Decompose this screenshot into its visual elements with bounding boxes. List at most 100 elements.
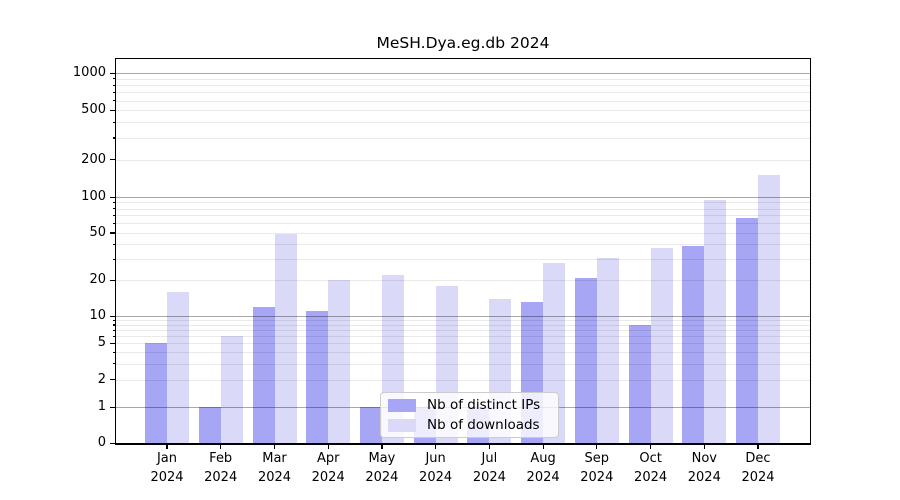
gridline-minor-8 [116,324,810,326]
y-tick-mark-20 [110,279,116,281]
x-tick-mark-may [381,445,383,449]
gridline-minor-700 [116,92,810,94]
y-tick-mark-200 [110,159,116,161]
x-tick-label-aug: Aug 2024 [511,450,575,487]
gridline-minor-7 [116,330,810,332]
y-tick-mark-0 [110,442,116,444]
x-tick-year: 2024 [687,469,721,485]
gridline-minor-200 [116,159,810,161]
y-tick-mark-minor-90 [112,201,116,204]
x-tick-mark-apr [327,445,329,449]
x-tick-label-may: May 2024 [350,450,414,487]
gridline-major-100 [116,197,810,198]
bar-downloads-jan [167,291,189,443]
bar-ips-dec [736,217,758,443]
y-tick-mark-minor-8 [112,324,116,326]
y-tick-mark-minor-600 [112,100,116,102]
x-tick-label-dec: Dec 2024 [726,450,790,487]
gridline-minor-6 [116,336,810,338]
x-tick-year: 2024 [580,469,614,485]
y-tick-mark-500 [110,109,116,112]
y-tick-mark-minor-700 [112,91,116,93]
chart-title: MeSH.Dya.eg.db 2024 [376,34,550,52]
x-tick-year: 2024 [311,469,345,485]
x-tick-month: Jun [425,451,446,466]
x-tick-label-jun: Jun 2024 [404,450,468,487]
x-tick-year: 2024 [365,469,399,485]
y-tick-label-1: 1 [97,399,106,414]
y-tick-mark-minor-80 [112,208,116,210]
x-tick-month: Jul [481,451,498,466]
gridline-minor-30 [116,259,810,261]
x-tick-mark-dec [757,445,759,449]
gridline-minor-20 [116,280,810,282]
y-tick-mark-minor-4 [112,351,116,353]
x-tick-mark-mar [273,445,276,449]
x-tick-mark-feb [220,445,222,449]
y-tick-mark-50 [110,232,116,234]
gridline-minor-9 [116,320,810,322]
x-tick-year: 2024 [257,469,292,485]
y-tick-label-1000: 1000 [72,65,106,80]
x-tick-mark-aug [542,445,544,449]
y-tick-mark-1000 [110,72,116,74]
x-tick-month: Sep [584,451,610,466]
x-tick-year: 2024 [741,469,775,485]
x-tick-year: 2024 [634,469,668,485]
y-tick-label-0: 0 [97,435,106,450]
gridline-minor-900 [116,78,810,80]
x-tick-mark-jan [166,445,168,449]
legend-swatch-downloads [388,418,416,432]
x-tick-month: Nov [691,451,717,466]
x-tick-month: Oct [639,451,662,466]
gridline-minor-80 [116,208,810,210]
x-tick-month: Mar [262,451,287,466]
gridline-minor-40 [116,244,810,246]
x-tick-label-nov: Nov 2024 [672,450,736,487]
bar-downloads-oct [650,248,673,443]
x-tick-mark-sep [596,445,598,449]
y-tick-mark-minor-40 [112,243,116,246]
legend-label-distinct-ips: Nb of distinct IPs [427,397,541,413]
y-tick-label-20: 20 [89,272,106,288]
legend-swatch-distinct-ips [388,398,416,412]
bar-ips-feb [198,407,221,443]
gridline-major-1000 [116,73,810,74]
x-tick-year: 2024 [150,469,184,485]
x-tick-mark-nov [703,445,705,449]
x-tick-mark-jul [488,445,491,449]
y-tick-mark-minor-3 [112,363,116,365]
gridline-major-10 [116,316,810,317]
y-tick-label-5: 5 [97,335,106,351]
bar-downloads-nov [704,199,727,443]
y-tick-label-200: 200 [81,151,106,167]
x-tick-label-mar: Mar 2024 [243,450,307,487]
gridline-minor-90 [116,202,810,204]
y-tick-mark-minor-30 [112,258,116,260]
x-tick-mark-jun [435,445,437,449]
y-tick-mark-minor-9 [112,319,116,321]
gridline-minor-60 [116,223,810,225]
gridline-minor-400 [116,122,810,124]
bar-downloads-apr [328,280,351,443]
bar-ips-sep [574,277,597,443]
bar-ips-mar [252,306,275,443]
x-tick-month: Feb [209,451,233,466]
y-tick-label-50: 50 [89,224,106,240]
gridline-minor-4 [116,352,810,354]
gridline-minor-5 [116,343,810,345]
gridline-minor-3 [116,363,810,365]
y-tick-mark-100 [110,196,116,198]
x-tick-month: Dec [745,451,771,466]
x-tick-label-apr: Apr 2024 [296,450,360,487]
bar-ips-apr [306,311,329,443]
x-tick-year: 2024 [419,469,453,485]
bar-ips-jan [145,343,167,443]
y-tick-mark-5 [110,342,116,345]
bar-ips-may [359,407,382,443]
plot-area: Nb of distinct IPs Nb of downloads [116,59,810,443]
gridline-minor-50 [116,232,810,234]
x-tick-month: Apr [316,451,340,466]
x-tick-month: May [368,451,396,466]
